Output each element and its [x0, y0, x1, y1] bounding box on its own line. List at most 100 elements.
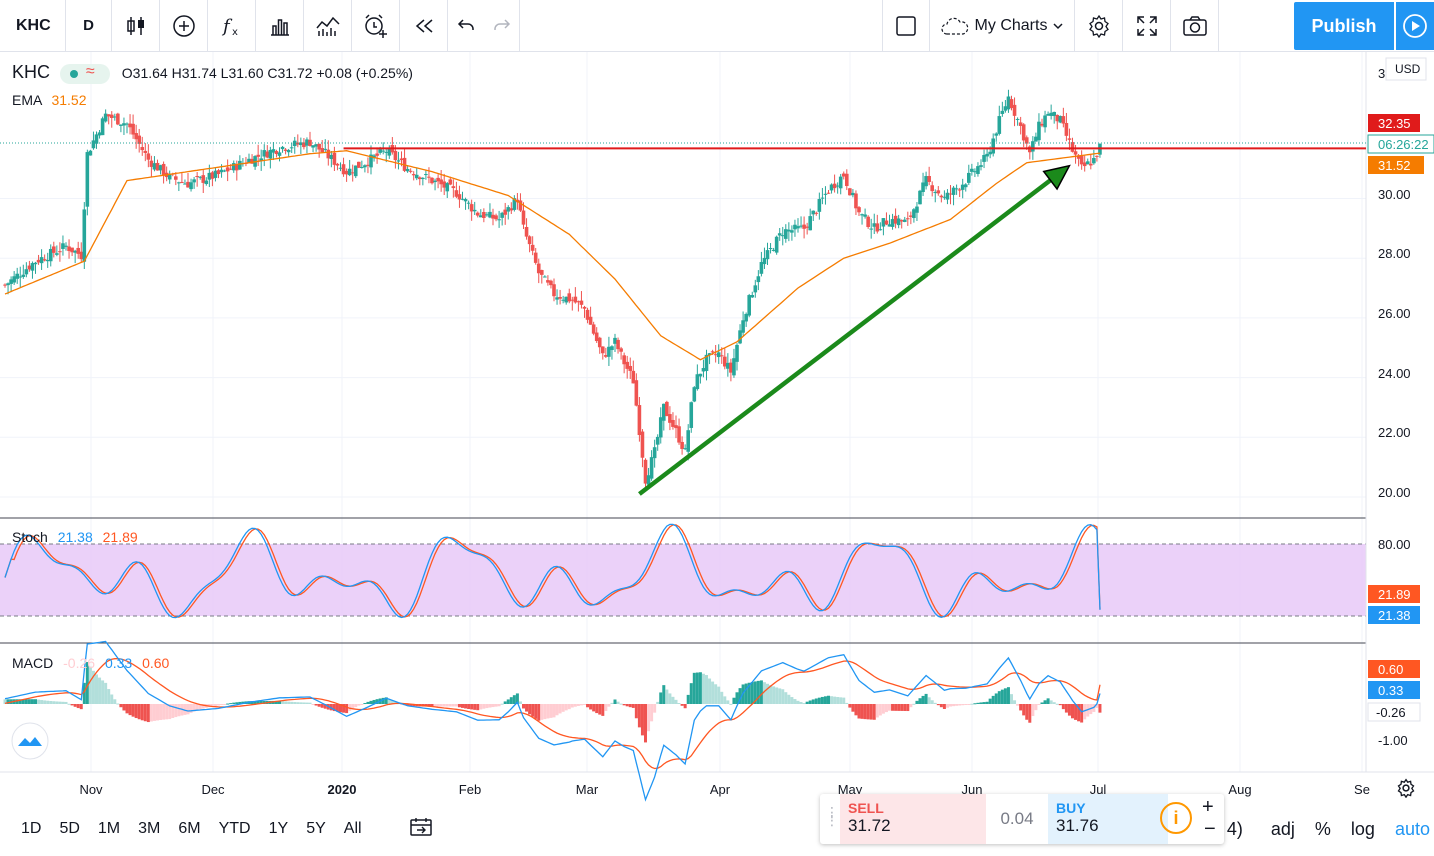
buy-button[interactable]: BUY 31.76 — [1048, 794, 1168, 844]
auto-toggle[interactable]: auto — [1394, 818, 1430, 839]
macd-hist-bar — [357, 704, 361, 706]
candle-body — [1024, 137, 1029, 144]
adj-toggle[interactable]: adj — [1270, 818, 1295, 839]
redo-button[interactable] — [484, 0, 520, 52]
range-1m[interactable]: 1M — [97, 820, 121, 837]
sell-price: 31.72 — [848, 816, 891, 835]
macd-hist-bar — [921, 695, 925, 704]
macd-hist-bar — [656, 701, 660, 704]
stoch-d-badge — [1368, 585, 1420, 603]
candle-body — [97, 132, 102, 136]
macd-hist-bar — [662, 685, 666, 704]
currency-box[interactable] — [1385, 57, 1427, 81]
candle-body — [878, 229, 883, 231]
macd-hist-bar — [952, 704, 956, 707]
candle-body — [357, 161, 361, 168]
candle-body — [460, 198, 465, 200]
macd-hist-bar — [598, 704, 602, 715]
replay-play-button[interactable] — [1396, 2, 1434, 50]
candle-body — [1006, 96, 1011, 110]
candle-body — [802, 224, 806, 229]
trend-arrow[interactable] — [638, 164, 1071, 496]
market-open-dot-icon — [69, 70, 78, 79]
date-range-button[interactable] — [409, 816, 433, 843]
legend-symbol[interactable]: KHC — [12, 62, 51, 82]
compare-button[interactable] — [160, 0, 208, 52]
replay-button[interactable] — [400, 0, 448, 52]
range-1y[interactable]: 1Y — [268, 820, 289, 837]
candle-body — [570, 299, 575, 301]
candle-body — [378, 149, 382, 153]
candle-body — [677, 426, 681, 443]
log-toggle[interactable]: log — [1350, 818, 1375, 839]
candle-body — [826, 192, 831, 194]
symbol-search-button[interactable]: KHC — [0, 0, 66, 52]
percent-toggle[interactable]: % — [1314, 818, 1331, 839]
macd-hist-bar — [189, 704, 193, 713]
candle-body — [841, 173, 846, 177]
candle-body — [1055, 114, 1060, 122]
stoch-legend-d: 21.89 — [102, 529, 138, 545]
macd-hist-bar — [482, 704, 486, 709]
candle-body — [268, 149, 273, 159]
zoom-in-button[interactable]: + — [1202, 796, 1214, 818]
tradingview-logo-button[interactable] — [11, 722, 49, 760]
macd-hist-bar — [671, 696, 675, 704]
financials-button[interactable] — [256, 0, 304, 52]
range-1d[interactable]: 1D — [21, 820, 42, 837]
drag-handle-icon[interactable]: ⋮ ⋮ — [825, 804, 839, 828]
alert-button[interactable] — [352, 0, 400, 52]
undo-button[interactable] — [448, 0, 484, 52]
range-ytd[interactable]: YTD — [218, 820, 251, 837]
zoom-out-button[interactable]: − — [1204, 818, 1216, 840]
settings-button[interactable] — [1075, 0, 1123, 52]
stoch-legend[interactable]: Stoch 21.38 21.89 — [12, 529, 138, 545]
range-all[interactable]: All — [343, 820, 362, 837]
macd-hist-bar — [1064, 704, 1068, 713]
macd-hist-bar — [732, 697, 736, 704]
countdown-label: 06:26:22 — [1378, 137, 1429, 152]
range-5y[interactable]: 5Y — [306, 820, 326, 837]
candle-body — [1082, 162, 1087, 167]
interval-button[interactable]: D — [66, 0, 112, 52]
layout-button[interactable] — [882, 0, 930, 52]
snapshot-button[interactable] — [1171, 0, 1219, 52]
macd-hist-bar — [854, 704, 858, 716]
candle-body — [1037, 121, 1041, 141]
macd-hist-bar — [778, 688, 782, 704]
time-axis[interactable]: Nov Dec 2020 Feb Mar Apr May Jun Jul Aug Se — [79, 782, 1370, 797]
candle-body — [475, 212, 480, 216]
stoch-k-badge — [1368, 606, 1420, 624]
macd-hist-bar — [991, 695, 995, 704]
price-chart[interactable]: 3 USD 30.00 28.00 26.00 24.00 22.00 20.0… — [0, 52, 1434, 802]
fullscreen-button[interactable] — [1123, 0, 1171, 52]
bar-style-button[interactable] — [112, 0, 160, 52]
macd-hist-bar — [579, 704, 583, 706]
my-charts-button[interactable]: My Charts — [930, 0, 1075, 52]
candle-body — [518, 200, 523, 211]
macd-hist-bar — [543, 704, 547, 720]
plus-circle-icon — [172, 14, 195, 37]
macd-hist-bar — [186, 704, 190, 715]
sell-button[interactable]: SELL 31.72 — [840, 794, 986, 844]
range-3m[interactable]: 3M — [138, 820, 161, 837]
legend-low: L31.60 — [220, 65, 264, 81]
candle-body — [576, 301, 581, 303]
macd-hist-bar — [21, 699, 25, 704]
macd-hist-bar — [522, 704, 525, 709]
templates-button[interactable] — [304, 0, 352, 52]
bottom-toolbar: 1D 5D 1M 3M 6M YTD 1Y 5Y All — [0, 802, 1434, 856]
ema-legend[interactable]: EMA 31.52 — [12, 92, 87, 108]
time-axis-settings-button[interactable] — [1397, 778, 1415, 798]
candle-body — [436, 177, 440, 182]
publish-button[interactable]: Publish — [1294, 2, 1394, 50]
range-6m[interactable]: 6M — [178, 820, 201, 837]
legend-close: C31.72 — [267, 65, 313, 81]
macd-legend[interactable]: MACD -0.26 0.33 0.60 — [12, 655, 169, 671]
macd-hist-bar — [363, 703, 367, 705]
macd-hist-bar — [381, 697, 385, 704]
info-icon[interactable]: i — [1160, 802, 1192, 834]
range-5d[interactable]: 5D — [59, 820, 80, 837]
candle-body — [863, 214, 867, 217]
